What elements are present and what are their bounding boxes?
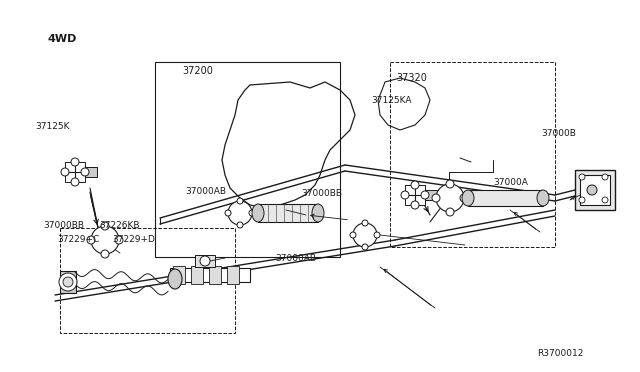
Bar	[580, 175, 610, 205]
Circle shape	[71, 158, 79, 166]
Text: 37000BB: 37000BB	[301, 189, 342, 198]
Circle shape	[200, 256, 210, 266]
Circle shape	[579, 174, 585, 180]
Circle shape	[401, 191, 409, 199]
Bar	[209, 266, 221, 284]
Circle shape	[579, 197, 585, 203]
Bar	[65, 162, 85, 182]
Bar	[425, 190, 437, 200]
Circle shape	[602, 197, 608, 203]
Ellipse shape	[252, 204, 264, 222]
Bar	[170, 268, 250, 282]
Bar	[390, 62, 555, 247]
Circle shape	[63, 277, 73, 287]
Circle shape	[362, 220, 368, 226]
Circle shape	[446, 208, 454, 216]
Circle shape	[411, 181, 419, 189]
Bar	[195, 255, 215, 267]
Circle shape	[362, 244, 368, 250]
Circle shape	[353, 223, 377, 247]
Circle shape	[460, 194, 468, 202]
Bar	[191, 266, 203, 284]
Circle shape	[87, 236, 95, 244]
Text: 37229+C: 37229+C	[58, 235, 100, 244]
Text: 37229+D: 37229+D	[112, 235, 155, 244]
Text: 37226KB: 37226KB	[99, 221, 140, 230]
Circle shape	[91, 226, 119, 254]
Text: 37000AB: 37000AB	[275, 254, 316, 263]
Circle shape	[374, 232, 380, 238]
Bar	[468, 190, 543, 206]
Circle shape	[115, 236, 123, 244]
Circle shape	[225, 210, 231, 216]
Ellipse shape	[462, 190, 474, 206]
Circle shape	[436, 184, 464, 212]
Bar	[575, 170, 615, 210]
Circle shape	[446, 180, 454, 188]
Circle shape	[237, 222, 243, 228]
Text: 37000B: 37000B	[541, 129, 575, 138]
Text: 37000AB: 37000AB	[186, 187, 227, 196]
Ellipse shape	[312, 204, 324, 222]
Circle shape	[71, 178, 79, 186]
Text: 37320: 37320	[397, 73, 428, 83]
Bar	[258, 204, 318, 222]
Text: 37000BB: 37000BB	[44, 221, 84, 230]
Text: 37200: 37200	[182, 66, 213, 76]
Circle shape	[237, 198, 243, 204]
Bar	[60, 271, 76, 293]
Text: 4WD: 4WD	[48, 34, 77, 44]
Circle shape	[421, 191, 429, 199]
Circle shape	[101, 250, 109, 258]
Ellipse shape	[537, 190, 549, 206]
Circle shape	[59, 273, 77, 291]
Circle shape	[101, 222, 109, 230]
Circle shape	[249, 210, 255, 216]
Circle shape	[602, 174, 608, 180]
Circle shape	[61, 168, 69, 176]
Ellipse shape	[168, 269, 182, 289]
Circle shape	[228, 201, 252, 225]
Bar	[227, 266, 239, 284]
Text: 37125KA: 37125KA	[371, 96, 412, 105]
Circle shape	[411, 201, 419, 209]
Circle shape	[587, 185, 597, 195]
Circle shape	[350, 232, 356, 238]
Text: R3700012: R3700012	[538, 349, 584, 358]
Bar	[155, 62, 340, 257]
Circle shape	[432, 194, 440, 202]
Bar	[85, 167, 97, 177]
Circle shape	[81, 168, 89, 176]
Bar	[60, 228, 235, 333]
Text: 37125K: 37125K	[35, 122, 70, 131]
Text: 37000A: 37000A	[493, 178, 527, 187]
Bar	[173, 266, 185, 284]
Bar	[405, 185, 425, 205]
